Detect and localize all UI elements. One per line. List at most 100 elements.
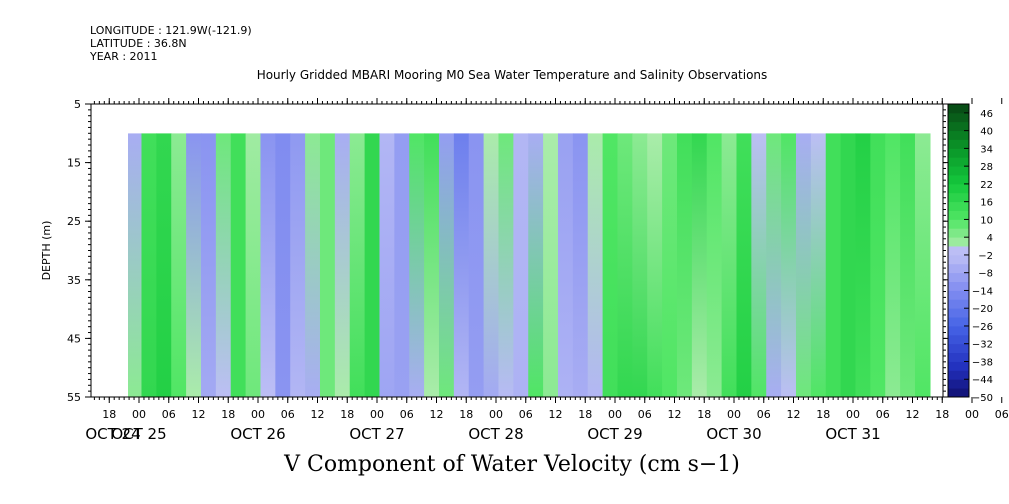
- colorbar-label: 46: [980, 109, 993, 120]
- colorbar-bin: [948, 308, 969, 318]
- y-tick-label: 45: [67, 332, 81, 345]
- x-hour-label: 18: [221, 408, 235, 421]
- colorbar-bin: [948, 104, 969, 114]
- x-hour-label: 00: [608, 408, 622, 421]
- x-date-label: OCT 25: [111, 425, 166, 443]
- heatmap-cell: [914, 133, 931, 398]
- y-tick-label: 55: [67, 391, 81, 404]
- heatmap-column: [825, 133, 842, 398]
- heatmap-column: [290, 133, 306, 398]
- heatmap-column: [409, 133, 425, 398]
- x-hour-label: 12: [787, 408, 801, 421]
- x-date-label: OCT 30: [706, 425, 761, 443]
- colorbar-bin: [948, 210, 969, 220]
- heatmap-cell: [602, 133, 619, 398]
- colorbar-bin: [948, 263, 969, 274]
- x-hour-label: 12: [906, 408, 920, 421]
- y-tick-label: 25: [67, 215, 81, 228]
- heatmap-column: [424, 133, 440, 398]
- heatmap-column: [855, 133, 871, 398]
- colorbar-label: −14: [972, 286, 993, 297]
- x-hour-label: 18: [578, 408, 592, 421]
- heatmap-column: [795, 133, 812, 398]
- x-hour-label: 06: [995, 408, 1009, 421]
- heatmap-cell: [319, 133, 336, 398]
- colorbar-bin: [948, 246, 969, 256]
- heatmap-cell: [200, 133, 217, 398]
- x-hour-label: 06: [281, 408, 295, 421]
- colorbar-label: −20: [972, 304, 993, 315]
- y-axis-label: DEPTH (m): [40, 221, 53, 281]
- colorbar-bin: [948, 192, 969, 203]
- heatmap-column: [394, 133, 410, 398]
- heatmap-cell: [587, 133, 604, 398]
- latitude-label: LATITUDE : 36.8N: [90, 37, 187, 50]
- colorbar-frame: [947, 103, 970, 398]
- colorbar-bin: [948, 281, 969, 291]
- heatmap-cell: [483, 133, 500, 398]
- x-hour-label: 06: [162, 408, 176, 421]
- heatmap-column: [468, 133, 485, 398]
- x-hour-label: 00: [251, 408, 265, 421]
- heatmap-column: [438, 133, 455, 398]
- colorbar-label: 40: [980, 127, 993, 138]
- heatmap-column: [186, 133, 202, 398]
- heatmap-cell: [870, 133, 886, 398]
- heatmap-column: [617, 133, 633, 398]
- heatmap-column: [128, 133, 143, 398]
- x-hour-label: 18: [340, 408, 354, 421]
- heatmap-column: [141, 133, 157, 398]
- heatmap-cell: [706, 133, 723, 398]
- colorbar-label: 16: [980, 198, 993, 209]
- x-hour-label: 00: [489, 408, 503, 421]
- x-date-label: OCT 28: [468, 425, 523, 443]
- heatmap-cell: [438, 133, 455, 398]
- heatmap-column: [885, 133, 901, 398]
- heatmap-column: [483, 133, 500, 398]
- heatmap-column: [498, 133, 514, 398]
- heatmap-cell: [840, 133, 857, 398]
- x-hour-label: 12: [549, 408, 563, 421]
- colorbar-bin: [948, 139, 969, 149]
- x-hour-label: 12: [192, 408, 206, 421]
- heatmap-cell: [676, 133, 693, 398]
- heatmap-cell: [468, 133, 485, 398]
- heatmap-column: [200, 133, 217, 398]
- colorbar-label: −8: [978, 269, 993, 280]
- heatmap-column: [230, 133, 247, 398]
- colorbar-bin: [948, 148, 969, 158]
- colorbar-bin: [948, 352, 969, 362]
- colorbar-label: 28: [980, 162, 993, 173]
- heatmap-cell: [825, 133, 842, 398]
- chart-subtitle: V Component of Water Velocity (cm s−1): [284, 452, 740, 477]
- chart-title: Hourly Gridded MBARI Mooring M0 Sea Wate…: [256, 68, 768, 82]
- heatmap-column: [349, 133, 366, 398]
- heatmap-cell: [156, 133, 172, 398]
- y-tick-label: 15: [67, 157, 81, 170]
- colorbar-bin: [948, 334, 969, 345]
- heatmap-column: [513, 133, 529, 398]
- x-date-label: OCT 24: [85, 425, 140, 443]
- heatmap-cell: [795, 133, 812, 398]
- heatmap-column: [840, 133, 857, 398]
- heatmap-cell: [498, 133, 514, 398]
- colorbar-label: 34: [980, 144, 993, 155]
- heatmap-cell: [617, 133, 633, 398]
- x-date-label: OCT 29: [587, 425, 642, 443]
- heatmap-column: [676, 133, 693, 398]
- colorbar-bin: [948, 175, 969, 185]
- heatmap-cell: [557, 133, 574, 398]
- colorbar-label: 22: [980, 180, 993, 191]
- heatmap-cell: [513, 133, 529, 398]
- heatmap-cell: [394, 133, 410, 398]
- heatmap-cell: [736, 133, 752, 398]
- x-hour-label: 00: [965, 408, 979, 421]
- heatmap-cell: [141, 133, 157, 398]
- heatmap-cell: [379, 133, 395, 398]
- x-hour-label: 12: [430, 408, 444, 421]
- colorbar-label: −32: [972, 340, 993, 351]
- heatmap-cell: [781, 133, 797, 398]
- x-hour-label: 06: [757, 408, 771, 421]
- colorbar-bin: [948, 201, 969, 211]
